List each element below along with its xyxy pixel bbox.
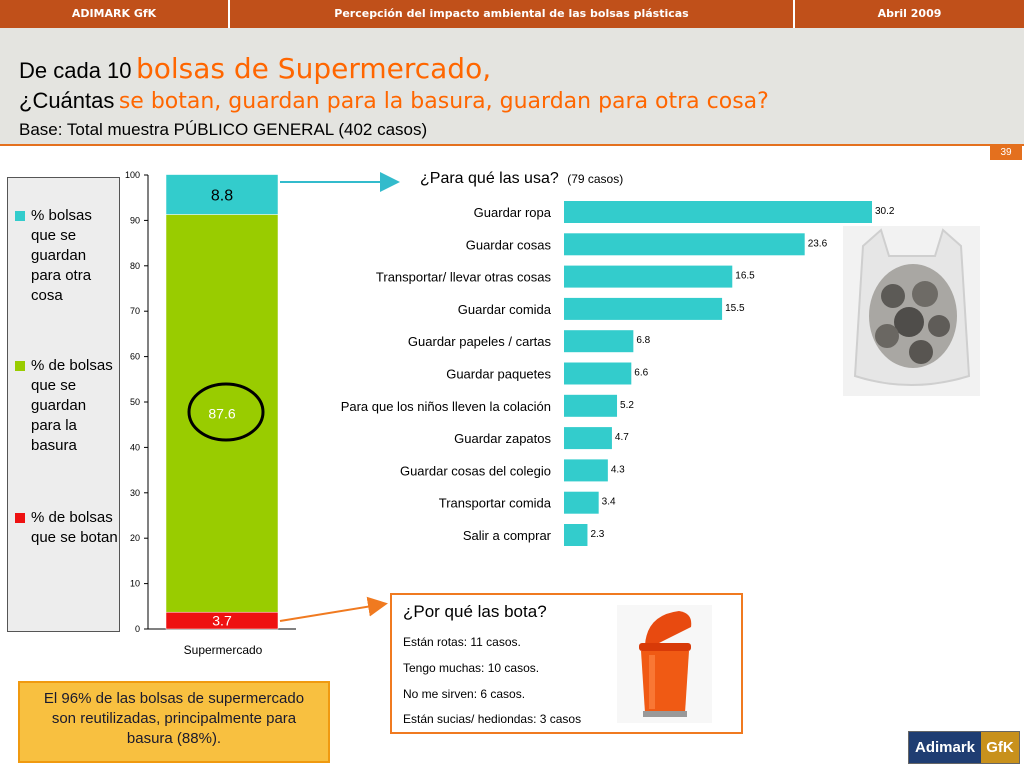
title-divider [0,144,1024,146]
header-separator [793,0,795,28]
usage-value-label: 6.6 [634,368,648,379]
usage-value-label: 4.7 [615,432,629,443]
y-tick-label: 80 [130,261,140,271]
usage-category-label: Para que los niños lleven la colación [341,399,551,414]
header-study-title: Percepción del impacto ambiental de las … [334,7,689,20]
usage-bar [564,459,608,482]
title-line-1-highlight: bolsas de Supermercado, [135,52,492,85]
usage-bar-chart: Guardar ropa 30.2 Guardar cosas 23.6 Transpo… [341,201,895,546]
usage-category-label: Guardar paquetes [446,367,551,382]
why-thrown-reason: Están rotas: 11 casos. [403,635,521,649]
usage-category-label: Transportar comida [439,496,552,511]
stacked-bar-segment [165,214,279,613]
stacked-bar-segment [165,174,279,215]
summary-note: El 96% de las bolsas de supermercado son… [18,681,330,763]
legend-swatch [15,513,25,523]
legend-item-basura: % de bolsas que se guardan para la basur… [14,356,118,456]
usage-bar [564,233,805,256]
why-thrown-reason: Están sucias/ hediondas: 3 casos [403,712,582,726]
usage-value-label: 30.2 [875,206,895,217]
header-bar: ADIMARK GfK Percepción del impacto ambie… [0,0,1024,28]
usage-chart-title: ¿Para qué las usa? [420,170,559,187]
usage-value-label: 23.6 [808,238,828,249]
stacked-bar-value-label: 3.7 [212,613,232,629]
connector-arrow-why [279,596,388,622]
y-tick-label: 20 [130,533,140,543]
trash-bin-image [617,605,712,723]
usage-category-label: Guardar cosas [466,237,552,252]
logo-gfk: GfK [981,732,1019,763]
usage-value-label: 16.5 [735,271,755,282]
usage-category-label: Guardar papeles / cartas [408,334,552,349]
usage-value-label: 3.4 [602,497,616,508]
usage-chart-subtitle: (79 casos) [567,172,623,186]
legend-label: % de bolsas que se botan [31,509,118,546]
header-separator [228,0,230,28]
logo-adimark: Adimark [909,732,981,763]
legend-swatch [15,361,25,371]
stacked-bar-value-label: 87.6 [208,405,235,421]
title-line-2: ¿Cuántas se botan, guardan para la basur… [19,88,769,114]
usage-category-label: Guardar zapatos [454,431,551,446]
usage-bar [564,201,872,223]
title-line-1-prefix: De cada 10 [19,58,132,83]
usage-bar [564,394,618,417]
title-line-1: De cada 10 bolsas de Supermercado, [19,52,491,85]
title-line-2-highlight: se botan, guardan para la basura, guarda… [118,89,769,114]
title-area: De cada 10 bolsas de Supermercado, ¿Cuán… [0,28,1024,144]
y-tick-label: 70 [130,306,140,316]
y-tick-label: 50 [130,397,140,407]
usage-value-label: 5.2 [620,400,634,411]
legend-swatch [15,211,25,221]
legend-item-botan: % de bolsas que se botan [14,508,118,548]
usage-value-label: 15.5 [725,303,745,314]
why-thrown-reason: No me sirven: 6 casos. [403,687,526,701]
y-tick-label: 60 [130,352,140,362]
usage-category-label: Guardar comida [458,302,552,317]
page-number: 39 [990,146,1022,160]
usage-category-label: Transportar/ llevar otras cosas [376,270,552,285]
legend-label: % bolsas que se guardan para otra cosa [31,207,92,304]
why-thrown-box: ¿Por qué las bota? Están rotas: 11 casos… [390,593,743,734]
usage-bar [564,362,632,385]
usage-bar [564,330,634,353]
usage-value-label: 6.8 [636,335,650,346]
usage-bar [564,491,599,514]
header-company: ADIMARK GfK [71,7,157,20]
y-tick-label: 90 [130,215,140,225]
y-tick-label: 40 [130,442,140,452]
trash-bin-icon [617,605,712,723]
y-tick-label: 10 [130,579,140,589]
why-thrown-reason: Tengo muchas: 10 casos. [403,661,540,675]
chart-legend: % bolsas que se guardan para otra cosa %… [7,177,120,632]
svg-text:¿Para qué las usa? (79 cas: ¿Para qué las usa? (79 casos) [420,170,623,187]
base-caption: Base: Total muestra PÚBLICO GENERAL (402… [19,120,428,139]
plastic-bag-icon [843,226,980,396]
adimark-gfk-logo: Adimark GfK [908,731,1020,764]
usage-bar [564,297,723,320]
highlight-circle [187,382,265,442]
legend-item-otra-cosa: % bolsas que se guardan para otra cosa [14,206,118,306]
y-tick-label: 30 [130,488,140,498]
stacked-bar-value-label: 8.8 [211,188,233,205]
usage-value-label: 2.3 [590,529,604,540]
y-tick-label: 100 [125,170,140,180]
usage-bar [564,524,588,546]
why-thrown-title: ¿Por qué las bota? [403,602,547,621]
usage-category-label: Salir a comprar [463,528,552,543]
legend-label: % de bolsas que se guardan para la basur… [31,357,113,454]
usage-bar [564,427,612,450]
plastic-bag-image [843,226,980,396]
y-tick-label: 0 [135,624,140,634]
usage-value-label: 4.3 [611,464,625,475]
header-date: Abril 2009 [877,7,942,20]
title-line-2-prefix: ¿Cuántas [19,88,115,113]
usage-bar [564,265,733,288]
usage-category-label: Guardar cosas del colegio [400,463,551,478]
x-category-label: Supermercado [184,643,263,657]
usage-category-label: Guardar ropa [474,205,552,220]
stacked-bar-chart: 0 10 20 30 40 50 60 70 80 90 100 3.7 87.6 8.8 Supermer… [125,170,296,657]
